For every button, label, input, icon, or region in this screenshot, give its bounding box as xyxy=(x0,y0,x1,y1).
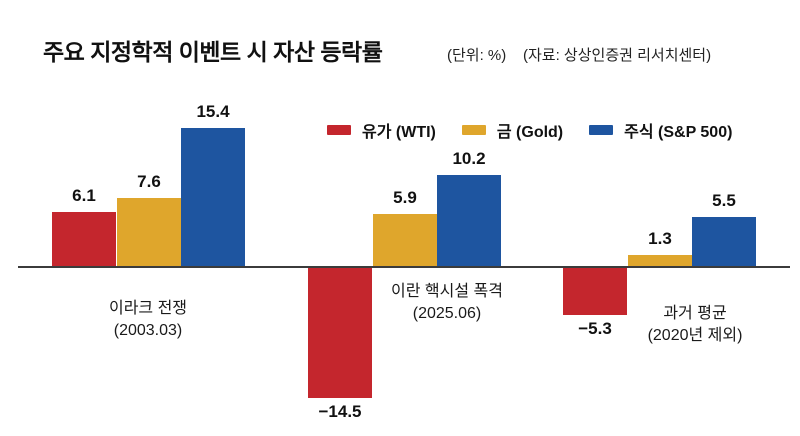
wti-color-swatch xyxy=(327,125,351,135)
bar-value-label: −5.3 xyxy=(578,319,612,338)
page-title: 주요 지정학적 이벤트 시 자산 등락률 xyxy=(43,39,383,65)
category-label: 과거 평균 (2020년 제외) xyxy=(647,305,743,344)
legend-label: 금 (Gold) xyxy=(496,124,564,141)
bar xyxy=(181,128,245,267)
legend-item-gold: 금 (Gold) xyxy=(461,118,564,142)
bar-value-label: 10.2 xyxy=(452,149,486,168)
legend: 유가 (WTI) 금 (Gold) 주식 (S&P 500) xyxy=(327,118,732,142)
bar xyxy=(692,217,756,267)
bar-value-label: 6.1 xyxy=(72,186,96,205)
gold-color-swatch xyxy=(461,125,486,135)
bar xyxy=(628,255,692,267)
bar-value-label: 5.9 xyxy=(393,188,417,207)
bar xyxy=(437,175,501,267)
category-label: 이란 핵시설 폭격 (2025.06) xyxy=(391,283,503,322)
source-label: (자료: 상상인증권 리서치센터) xyxy=(523,47,712,64)
legend-label: 유가 (WTI) xyxy=(362,124,436,141)
legend-item-wti: 유가 (WTI) xyxy=(327,118,436,142)
bar-value-label: 15.4 xyxy=(196,102,230,121)
bar xyxy=(117,198,181,267)
bar-value-label: 5.5 xyxy=(712,191,736,210)
bar-value-label: 7.6 xyxy=(137,172,161,191)
bar-value-label: 1.3 xyxy=(648,229,672,248)
bar xyxy=(308,267,372,398)
category-label: 이라크 전쟁 (2003.03) xyxy=(108,300,188,339)
bar xyxy=(373,214,437,267)
unit-label: (단위: %) xyxy=(447,47,507,64)
legend-item-sp500: 주식 (S&P 500) xyxy=(589,118,732,142)
legend-label: 주식 (S&P 500) xyxy=(624,124,733,141)
bar xyxy=(563,267,627,315)
bar-value-label: −14.5 xyxy=(318,402,362,421)
x-axis-line xyxy=(18,266,790,268)
bar xyxy=(52,212,116,267)
sp500-color-swatch xyxy=(589,125,614,135)
